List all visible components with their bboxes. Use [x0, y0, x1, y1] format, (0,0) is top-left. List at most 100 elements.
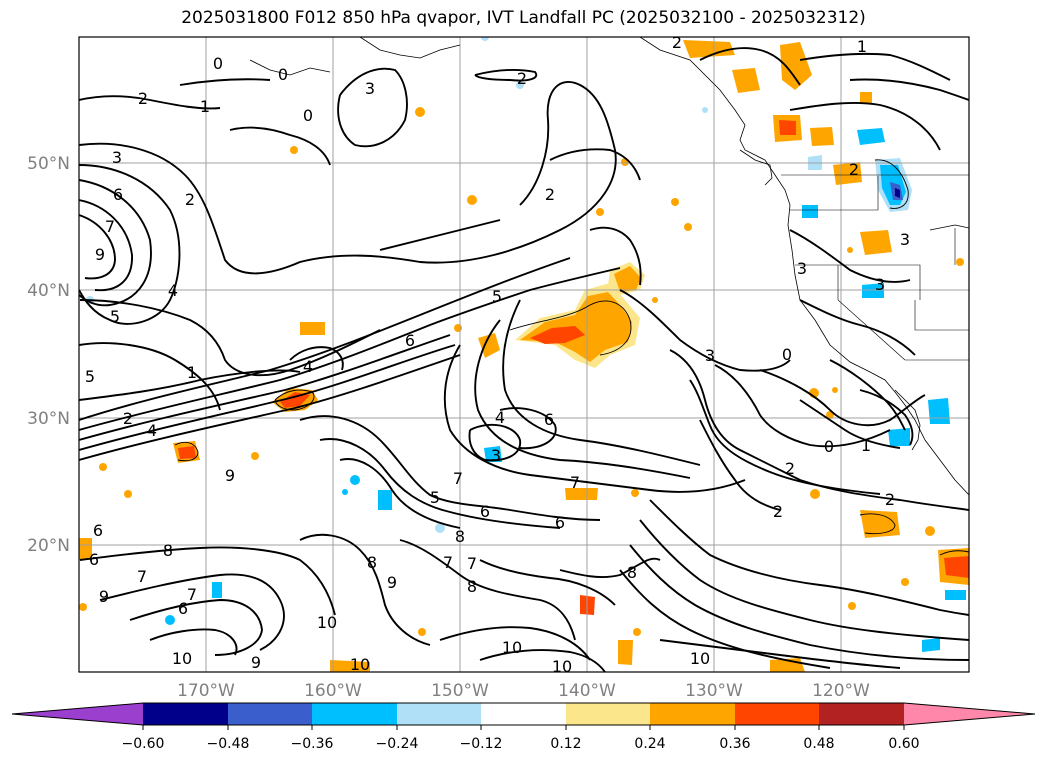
colorbar-tick-label: −0.36 [291, 736, 334, 752]
colorbar-segment [650, 703, 735, 725]
colorbar-tick-label: −0.12 [460, 736, 503, 752]
colorbar-extend-high [904, 703, 1035, 725]
map-frame [78, 36, 970, 673]
colorbar: −0.60 −0.48 −0.36 −0.24 −0.12 0.12 0.24 … [11, 702, 1036, 752]
colorbar-segment [735, 703, 819, 725]
colorbar-tick-label: 0.24 [634, 736, 665, 752]
map-title: 2025031800 F012 850 hPa qvapor, IVT Land… [181, 8, 866, 28]
colorbar-tick-label: 0.12 [550, 736, 581, 752]
positive-shading [79, 40, 969, 672]
contour-label: 8 [367, 553, 377, 572]
latitude-labels: 50°N 40°N 30°N 20°N [27, 154, 70, 556]
contour-label: 9 [99, 587, 109, 606]
contour-label: 10 [690, 649, 710, 668]
contour-label: 4 [303, 357, 313, 376]
contour-label: 5 [430, 488, 440, 507]
contour-label: 8 [627, 563, 637, 582]
gridlines [79, 37, 969, 672]
contour-label: 8 [163, 541, 173, 560]
longitude-labels: 170°W 160°W 150°W 140°W 130°W 120°W [177, 681, 870, 701]
colorbar-segment [397, 703, 481, 725]
colorbar-tick-label: −0.48 [207, 736, 250, 752]
contour-label: 6 [480, 502, 490, 521]
contour-label: 3 [900, 230, 910, 249]
contour-label: 7 [105, 217, 115, 236]
contour-labels: 2 1 0 0 3 0 3 6 2 9 7 4 5 6 2 5 4 5 6 4 … [85, 33, 910, 676]
contour-label: 3 [705, 346, 715, 365]
lat-label-50n: 50°N [27, 154, 70, 174]
contour-label: 9 [251, 653, 261, 672]
state-borders [781, 174, 969, 361]
contour-label: 6 [113, 185, 123, 204]
contour-label: 2 [785, 459, 795, 478]
contour-label: 2 [545, 185, 555, 204]
contour-label: 5 [85, 367, 95, 386]
contour-label: 4 [168, 281, 178, 300]
contour-label: 7 [137, 567, 147, 586]
colorbar-segment [312, 703, 397, 725]
contour-lines [79, 47, 969, 672]
coastline [249, 37, 969, 496]
contour-label: 2 [672, 33, 682, 52]
contour-label: 6 [544, 410, 554, 429]
colorbar-segment [819, 703, 904, 725]
contour-label: 2 [185, 190, 195, 209]
contour-label: 9 [95, 245, 105, 264]
colorbar-ticks [142, 725, 905, 730]
contour-label: 7 [570, 473, 580, 492]
contour-label: 3 [112, 148, 122, 167]
lon-label-170w: 170°W [177, 681, 235, 701]
colorbar-tick-label: −0.24 [376, 736, 419, 752]
contour-label: 9 [387, 573, 397, 592]
contour-label: 0 [303, 106, 313, 125]
contour-label: 6 [178, 599, 188, 618]
contour-label: 2 [849, 160, 859, 179]
contour-label: 2 [517, 69, 527, 88]
colorbar-tick-label: 0.48 [803, 736, 834, 752]
contour-label: 7 [443, 553, 453, 572]
contour-label: 4 [147, 421, 157, 440]
contour-label: 6 [405, 331, 415, 350]
contour-label: 5 [492, 287, 502, 306]
contour-label: 1 [857, 37, 867, 56]
contour-label: 7 [187, 585, 197, 604]
contour-label: 6 [555, 513, 565, 532]
contour-label: 2 [123, 409, 133, 428]
lon-label-140w: 140°W [558, 681, 616, 701]
colorbar-segment [228, 703, 312, 725]
contour-label: 2 [138, 89, 148, 108]
contour-label: 10 [552, 657, 572, 676]
contour-label: 0 [278, 65, 288, 84]
contour-label: 8 [455, 527, 465, 546]
colorbar-segment [143, 703, 228, 725]
contour-label: 10 [502, 638, 522, 657]
contour-label: 8 [467, 577, 477, 596]
colorbar-tick-label: 0.60 [888, 736, 919, 752]
colorbar-tick-labels: −0.60 −0.48 −0.36 −0.24 −0.12 0.12 0.24 … [122, 736, 920, 752]
lon-label-150w: 150°W [431, 681, 489, 701]
contour-lines-thin [174, 159, 969, 556]
colorbar-tick-label: −0.60 [122, 736, 165, 752]
lat-label-20n: 20°N [27, 536, 70, 556]
contour-label: 10 [317, 613, 337, 632]
contour-label: 7 [453, 469, 463, 488]
contour-label: 3 [797, 259, 807, 278]
contour-label: 10 [350, 655, 370, 674]
contour-label: 1 [187, 363, 197, 382]
contour-label: 4 [495, 408, 505, 427]
lat-label-40n: 40°N [27, 281, 70, 301]
colorbar-segment [566, 703, 650, 725]
contour-label: 0 [213, 54, 223, 73]
contour-label: 10 [172, 649, 192, 668]
lon-label-130w: 130°W [685, 681, 743, 701]
contour-label: 1 [861, 436, 871, 455]
contour-label: 7 [467, 554, 477, 573]
contour-label: 0 [824, 437, 834, 456]
contour-label: 3 [491, 446, 501, 465]
contour-label: 6 [89, 550, 99, 569]
colorbar-tick-label: 0.36 [719, 736, 750, 752]
contour-label: 2 [773, 502, 783, 521]
contour-label: 5 [110, 307, 120, 326]
contour-label: 2 [885, 490, 895, 509]
